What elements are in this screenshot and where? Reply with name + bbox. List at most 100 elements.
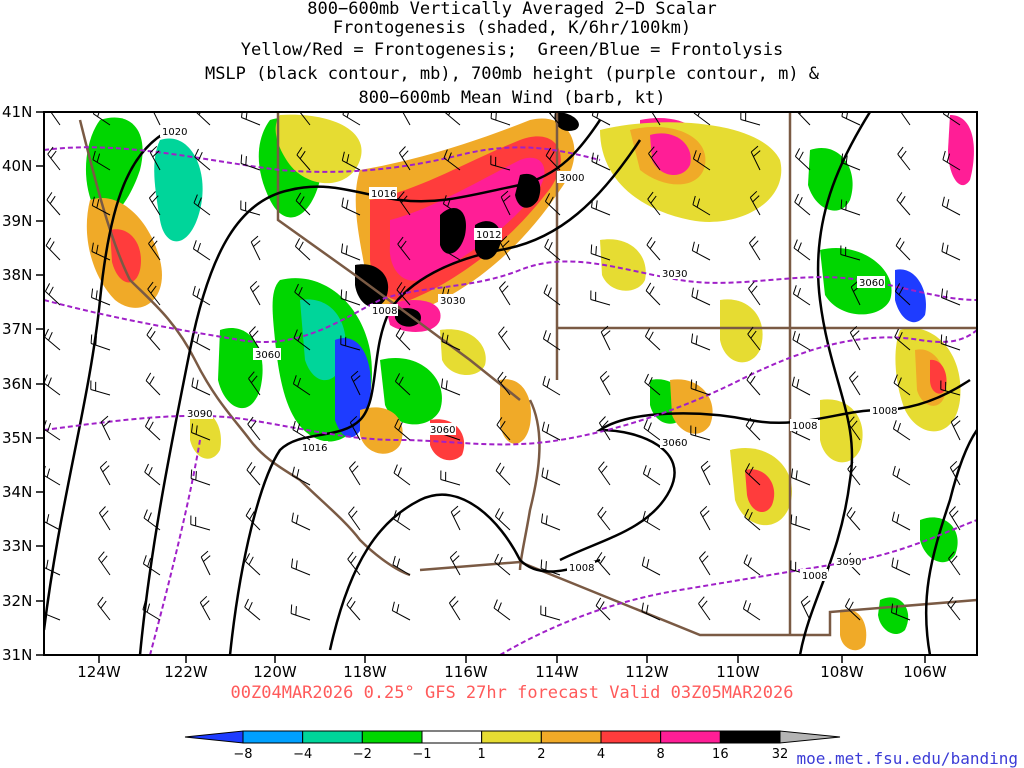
frontogenesis-area <box>670 379 713 434</box>
colorbar-segment <box>719 730 781 744</box>
wind-barb <box>591 198 611 216</box>
wind-barb <box>350 370 361 396</box>
wind-barb <box>699 505 711 531</box>
wind-barb <box>146 327 161 351</box>
wind-barb <box>290 604 311 621</box>
wind-barb <box>892 465 911 486</box>
height-contours <box>44 146 977 655</box>
wind-barb <box>840 199 861 216</box>
wind-barb <box>941 196 961 216</box>
wind-barb <box>749 190 761 216</box>
wind-barb <box>44 374 61 396</box>
frontolysis-area <box>895 269 926 323</box>
mslp-contour <box>228 139 642 655</box>
wind-barb <box>241 112 261 126</box>
wind-barb <box>693 112 711 126</box>
colorado-river <box>518 399 541 571</box>
wind-barb <box>44 465 61 486</box>
wind-barb <box>794 193 811 216</box>
wind-barb <box>291 558 311 576</box>
colorbar-label: −1 <box>412 747 431 762</box>
wind-barb <box>240 154 261 171</box>
wind-barb <box>449 550 461 576</box>
wind-barb <box>590 290 611 306</box>
mslp-contours <box>44 112 977 655</box>
wind-barb <box>700 460 711 486</box>
wind-barb <box>153 112 161 126</box>
frontolysis-area <box>300 299 346 381</box>
height-label: 3060 <box>662 438 687 449</box>
wind-barb <box>543 284 561 306</box>
lon-label: 114W <box>535 663 579 681</box>
mslp-contour <box>924 429 977 655</box>
wind-barb <box>747 326 761 351</box>
wind-barb <box>844 598 861 621</box>
wind-barb <box>800 595 811 621</box>
wind-barb <box>348 461 361 486</box>
wind-barb <box>791 376 811 396</box>
wind-barb <box>651 112 661 126</box>
wind-barb <box>497 371 511 396</box>
wind-barb <box>440 470 461 486</box>
frontogenesis-area <box>440 207 466 254</box>
wind-barb <box>645 282 661 306</box>
frontogenesis-area <box>948 115 974 186</box>
wind-barb <box>948 506 961 531</box>
frontolysis-area <box>85 117 143 217</box>
wind-barb <box>648 146 661 171</box>
frontolysis-area <box>154 138 203 242</box>
wind-barb <box>792 285 811 306</box>
wind-barb <box>149 145 161 171</box>
wind-barb <box>191 423 211 441</box>
mslp-contour <box>328 493 601 651</box>
wind-barb <box>395 327 411 351</box>
wind-barb <box>745 417 761 441</box>
wind-barb <box>46 192 61 216</box>
wind-barb <box>98 551 111 576</box>
height-contour <box>44 146 601 173</box>
wind-barb <box>950 415 961 441</box>
frontogenesis-area <box>930 359 947 394</box>
wind-barb <box>341 243 361 261</box>
wind-barb <box>841 112 861 126</box>
wind-barb <box>494 553 511 576</box>
colorbar-segment <box>361 730 423 744</box>
lat-label: 38N <box>2 266 32 284</box>
lon-label: 124W <box>77 663 121 681</box>
wind-barb <box>291 512 311 531</box>
title-line-3: Yellow/Red = Frontogenesis; Green/Blue =… <box>240 40 784 60</box>
wind-barb <box>246 462 261 486</box>
wind-barb <box>894 328 911 351</box>
new-mexico-mexico-border <box>790 598 977 637</box>
wind-barb <box>392 555 411 576</box>
wind-barb <box>495 462 511 486</box>
wind-barb <box>690 379 711 396</box>
mslp-label: 1020 <box>162 127 187 138</box>
colorbar-label: 32 <box>772 747 789 762</box>
colorbar-segment <box>481 730 542 744</box>
wind-barb <box>542 375 561 396</box>
wind-barb <box>402 112 411 126</box>
wind-barb <box>248 326 261 351</box>
colorbar-label: −8 <box>233 747 252 762</box>
frontogenesis-area <box>190 409 221 459</box>
site-credit[interactable]: moe.met.fsu.edu/banding <box>796 749 1018 768</box>
wind-barb <box>792 330 811 351</box>
mslp-label: 1012 <box>476 230 501 241</box>
wind-barbs <box>44 112 961 621</box>
wind-barb <box>597 506 611 531</box>
lat-label: 36N <box>2 375 32 393</box>
title-line-5: 800−600mb Mean Wind (barb, kt) <box>358 88 666 108</box>
wind-barb <box>190 515 211 531</box>
frontogenesis-area <box>395 308 421 327</box>
wind-barb <box>744 463 761 486</box>
lon-label: 122W <box>164 663 208 681</box>
wind-barb <box>791 468 811 486</box>
latitude-labels: 41N 40N 39N 38N 37N 36N 35N 34N 33N 32N … <box>2 103 32 664</box>
title-line-4: MSLP (black contour, mb), 700mb height (… <box>204 64 820 84</box>
lon-label: 106W <box>903 663 947 681</box>
wind-barb <box>293 329 311 351</box>
wind-barb <box>793 239 811 261</box>
colorbar-segment <box>302 730 363 744</box>
